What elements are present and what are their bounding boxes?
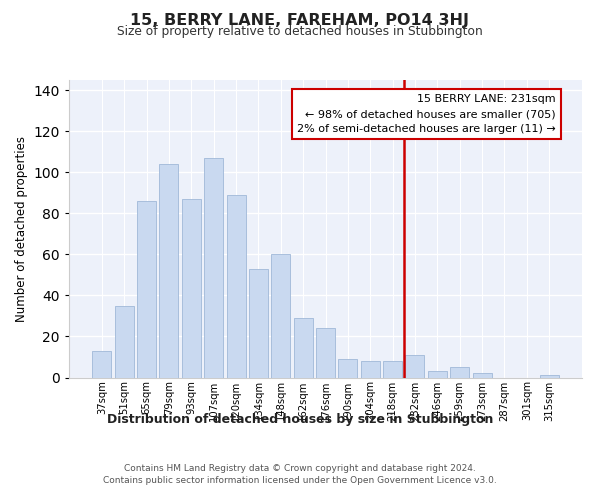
Text: 15, BERRY LANE, FAREHAM, PO14 3HJ: 15, BERRY LANE, FAREHAM, PO14 3HJ <box>131 12 470 28</box>
Bar <box>473 374 491 378</box>
Text: Contains public sector information licensed under the Open Government Licence v3: Contains public sector information licen… <box>103 476 497 485</box>
Text: 15 BERRY LANE: 231sqm
← 98% of detached houses are smaller (705)
2% of semi-deta: 15 BERRY LANE: 231sqm ← 98% of detached … <box>297 94 556 134</box>
Bar <box>271 254 290 378</box>
Text: Contains HM Land Registry data © Crown copyright and database right 2024.: Contains HM Land Registry data © Crown c… <box>124 464 476 473</box>
Bar <box>115 306 134 378</box>
Bar <box>406 355 424 378</box>
Bar <box>160 164 178 378</box>
Bar <box>182 199 201 378</box>
Bar <box>204 158 223 378</box>
Bar <box>92 351 112 378</box>
Bar <box>338 359 358 378</box>
Bar <box>137 201 156 378</box>
Text: Distribution of detached houses by size in Stubbington: Distribution of detached houses by size … <box>107 412 493 426</box>
Bar <box>450 367 469 378</box>
Bar <box>539 376 559 378</box>
Bar <box>227 195 245 378</box>
Bar <box>428 372 447 378</box>
Text: Size of property relative to detached houses in Stubbington: Size of property relative to detached ho… <box>117 25 483 38</box>
Bar <box>249 269 268 378</box>
Bar <box>293 318 313 378</box>
Bar <box>383 361 402 378</box>
Y-axis label: Number of detached properties: Number of detached properties <box>15 136 28 322</box>
Bar <box>316 328 335 378</box>
Bar <box>361 361 380 378</box>
